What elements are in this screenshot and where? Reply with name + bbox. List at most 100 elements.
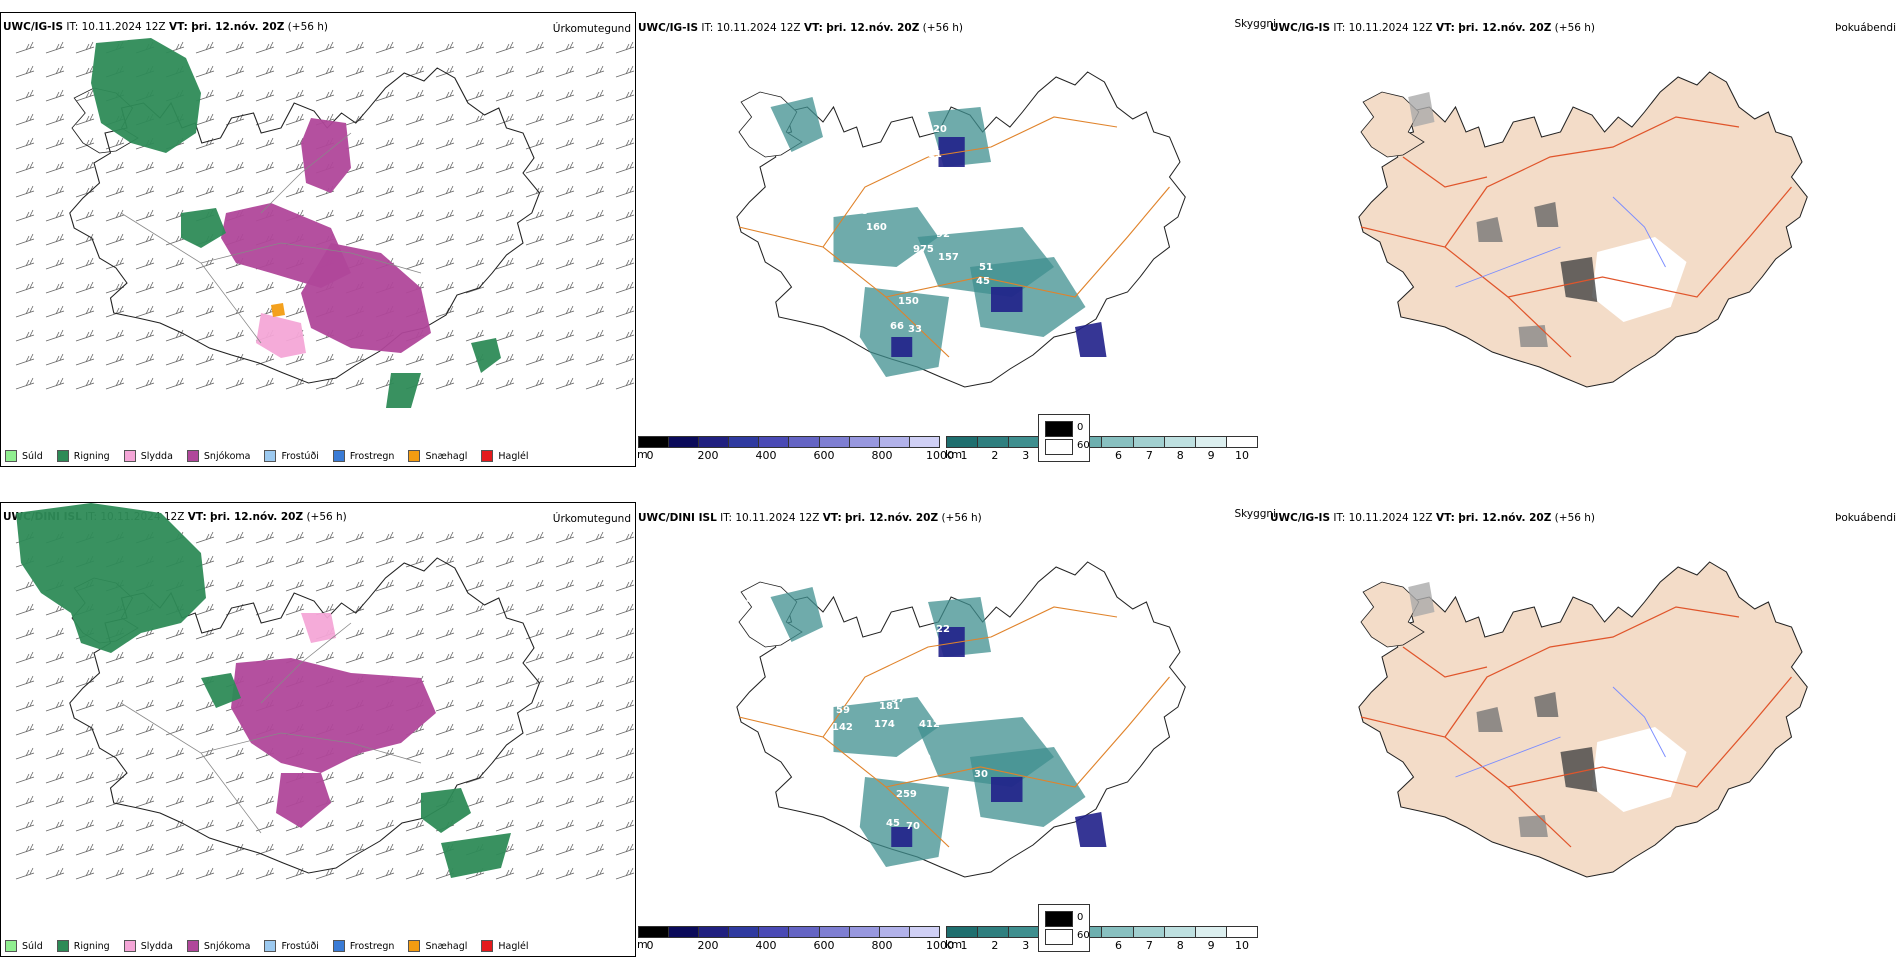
wind-barb [495,329,515,342]
wind-barb [135,867,155,880]
wind-barb [15,867,35,880]
wind-barb [105,329,125,342]
model-name: UWC/IG-IS [1270,512,1331,524]
wind-barb [375,65,395,78]
cloud-base-value: 30 [974,769,988,780]
wind-barb [405,185,425,198]
wind-barb [465,555,485,568]
wind-barb [585,795,605,808]
precip-type-map [15,503,635,880]
cloud-base-value: 587 [976,674,997,685]
vt-value: þri. 12.nóv. 20Z [191,21,285,33]
wind-barb [285,555,305,568]
wind-barb [585,377,605,390]
wind-barb [45,65,65,78]
wind-barb [225,555,245,568]
colorbar-tick: 6 [1114,449,1122,462]
colorbar-cell [639,437,670,447]
wind-barb [345,843,365,856]
legend-label: Súld [22,450,43,462]
wind-barb [495,651,515,664]
wind-barb [105,699,125,712]
wind-barb [195,353,215,366]
wind-barb [225,867,245,880]
wind-barb [615,209,635,222]
wind-barb [105,353,125,366]
wind-barb [435,651,455,664]
wind-barb [105,233,125,246]
lead-time: (+56 h) [1554,22,1596,34]
wind-barb [315,209,335,222]
wind-barb [615,579,635,592]
fog-map [1358,71,1808,388]
wind-barb [15,233,35,246]
wind-barb [135,819,155,832]
wind-barb [255,627,275,640]
wind-barb [165,867,185,880]
wind-barb [135,281,155,294]
visibility-area [859,287,949,377]
wind-barb [255,603,275,616]
wind-barb [525,579,545,592]
wind-barb [75,65,95,78]
visibility-area [833,697,939,757]
wind-barb [465,233,485,246]
wind-barb [165,353,185,366]
colorbar-cell [789,927,820,937]
wind-barb [405,867,425,880]
wind-barb [105,675,125,688]
wind-barb [45,675,65,688]
wind-barb [255,41,275,54]
wind-barb [615,627,635,640]
lead-time: (+56 h) [287,21,329,33]
wind-barb [285,41,305,54]
visibility-ticks: 12345678910 [961,449,1250,463]
legend-label: Snæhagl [425,450,468,462]
visibility-title: Skyggni [1234,508,1277,520]
rivers [1455,196,1666,288]
legend-label: Slydda [140,450,173,462]
colorbar-cell [1195,437,1227,447]
wind-barb [135,353,155,366]
wind-barb [345,579,365,592]
colorbar-tick: 8 [1176,939,1184,952]
fog-legend: 0 60 [1038,414,1090,462]
wind-barb [615,795,635,808]
wind-barb [345,65,365,78]
wind-barb [465,579,485,592]
it-label: IT: [1333,22,1346,34]
cloud-base-colorbar-cells [638,926,940,938]
it-value: 10.11.2024 12Z [716,22,801,34]
wind-barb [555,257,575,270]
wind-barb [105,185,125,198]
wind-barb [75,305,95,318]
fog-area [1518,815,1548,837]
wind-barb [225,305,245,318]
wind-barb [195,113,215,126]
wind-barb [585,305,605,318]
colorbar-tick: 2 [991,449,999,462]
it-label: IT: [701,22,714,34]
visibility-unit: km [945,938,963,951]
wind-barb [195,843,215,856]
fog-title: Þokuábendi [1835,22,1896,34]
wind-barb [195,603,215,616]
precip-legend-item: Frostúði [264,450,319,462]
wind-barb [435,161,455,174]
wind-barb [45,747,65,760]
cloud-base-value: 44 [901,104,915,115]
wind-barb [615,531,635,544]
legend-swatch [264,450,277,462]
colorbar-cell [849,437,880,447]
legend-label: Snjókoma [203,940,251,952]
wind-barb [225,377,245,390]
wind-barb [195,867,215,880]
wind-barb [555,281,575,294]
colorbar-tick: 1000 [926,449,954,462]
colorbar-cell [729,927,760,937]
wind-barb [195,377,215,390]
wind-barb [525,531,545,544]
vt-value: þri. 12.nóv. 20Z [1458,512,1552,524]
wind-barb [555,867,575,880]
